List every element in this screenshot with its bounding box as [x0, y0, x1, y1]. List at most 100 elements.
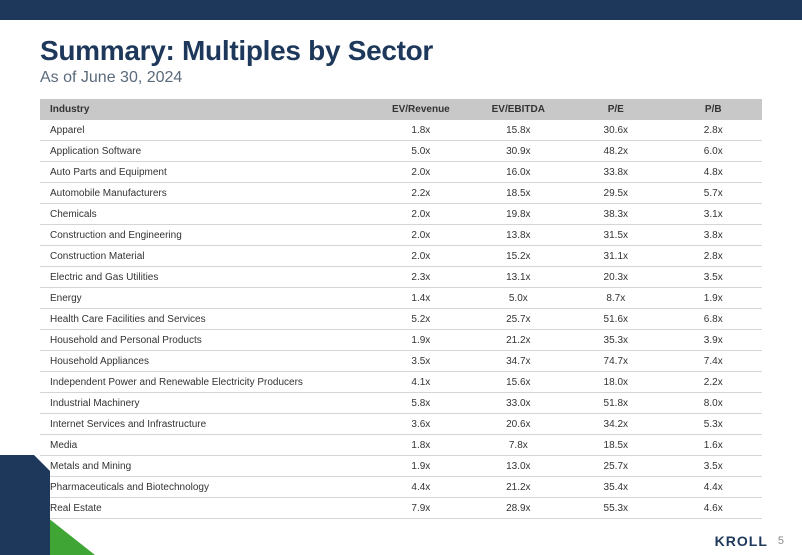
cell-value: 5.0x: [372, 141, 469, 162]
cell-value: 3.5x: [372, 351, 469, 372]
cell-value: 5.8x: [372, 393, 469, 414]
table-row: Energy1.4x5.0x8.7x1.9x: [40, 288, 762, 309]
cell-value: 25.7x: [567, 456, 664, 477]
cell-value: 18.0x: [567, 372, 664, 393]
cell-value: 13.8x: [470, 225, 567, 246]
table-row: Chemicals2.0x19.8x38.3x3.1x: [40, 204, 762, 225]
table-row: Apparel1.8x15.8x30.6x2.8x: [40, 120, 762, 141]
cell-industry: Apparel: [40, 120, 372, 141]
cell-value: 13.0x: [470, 456, 567, 477]
cell-value: 18.5x: [470, 183, 567, 204]
col-pb: P/B: [665, 99, 762, 120]
col-industry: Industry: [40, 99, 372, 120]
col-pe: P/E: [567, 99, 664, 120]
cell-industry: Household Appliances: [40, 351, 372, 372]
cell-industry: Metals and Mining: [40, 456, 372, 477]
cell-value: 2.0x: [372, 162, 469, 183]
table-row: Construction Material2.0x15.2x31.1x2.8x: [40, 246, 762, 267]
cell-value: 30.6x: [567, 120, 664, 141]
cell-value: 51.6x: [567, 309, 664, 330]
cell-value: 4.8x: [665, 162, 762, 183]
cell-value: 29.5x: [567, 183, 664, 204]
table-row: Internet Services and Infrastructure3.6x…: [40, 414, 762, 435]
cell-value: 19.8x: [470, 204, 567, 225]
cell-industry: Media: [40, 435, 372, 456]
cell-value: 51.8x: [567, 393, 664, 414]
cell-value: 16.0x: [470, 162, 567, 183]
cell-value: 2.0x: [372, 225, 469, 246]
col-ev-revenue: EV/Revenue: [372, 99, 469, 120]
table-row: Household and Personal Products1.9x21.2x…: [40, 330, 762, 351]
cell-industry: Internet Services and Infrastructure: [40, 414, 372, 435]
table-row: Industrial Machinery5.8x33.0x51.8x8.0x: [40, 393, 762, 414]
table-row: Pharmaceuticals and Biotechnology4.4x21.…: [40, 477, 762, 498]
cell-value: 4.6x: [665, 498, 762, 519]
cell-value: 1.6x: [665, 435, 762, 456]
cell-value: 25.7x: [470, 309, 567, 330]
cell-value: 2.3x: [372, 267, 469, 288]
corner-accent-navy: [0, 455, 50, 555]
cell-value: 1.9x: [372, 330, 469, 351]
table-row: Real Estate7.9x28.9x55.3x4.6x: [40, 498, 762, 519]
cell-value: 30.9x: [470, 141, 567, 162]
cell-value: 8.0x: [665, 393, 762, 414]
cell-industry: Application Software: [40, 141, 372, 162]
table-body: Apparel1.8x15.8x30.6x2.8xApplication Sof…: [40, 120, 762, 519]
cell-value: 74.7x: [567, 351, 664, 372]
corner-accent-navy-wrap: [0, 455, 50, 555]
cell-industry: Auto Parts and Equipment: [40, 162, 372, 183]
cell-value: 1.9x: [665, 288, 762, 309]
cell-value: 3.5x: [665, 267, 762, 288]
table-row: Automobile Manufacturers2.2x18.5x29.5x5.…: [40, 183, 762, 204]
cell-value: 5.2x: [372, 309, 469, 330]
cell-value: 15.8x: [470, 120, 567, 141]
cell-value: 21.2x: [470, 330, 567, 351]
table-row: Electric and Gas Utilities2.3x13.1x20.3x…: [40, 267, 762, 288]
cell-value: 1.8x: [372, 120, 469, 141]
cell-industry: Energy: [40, 288, 372, 309]
cell-value: 2.0x: [372, 246, 469, 267]
cell-industry: Automobile Manufacturers: [40, 183, 372, 204]
cell-value: 48.2x: [567, 141, 664, 162]
col-ev-ebitda: EV/EBITDA: [470, 99, 567, 120]
page-subtitle: As of June 30, 2024: [40, 69, 762, 87]
cell-value: 7.9x: [372, 498, 469, 519]
cell-value: 3.9x: [665, 330, 762, 351]
cell-value: 3.8x: [665, 225, 762, 246]
cell-value: 1.4x: [372, 288, 469, 309]
cell-value: 15.6x: [470, 372, 567, 393]
slide-top-bar: [0, 0, 802, 20]
cell-value: 15.2x: [470, 246, 567, 267]
page-title: Summary: Multiples by Sector: [40, 35, 762, 67]
cell-value: 5.7x: [665, 183, 762, 204]
cell-value: 38.3x: [567, 204, 664, 225]
cell-value: 35.3x: [567, 330, 664, 351]
page-number: 5: [778, 535, 784, 547]
cell-value: 5.0x: [470, 288, 567, 309]
cell-industry: Independent Power and Renewable Electric…: [40, 372, 372, 393]
cell-value: 5.3x: [665, 414, 762, 435]
table-row: Auto Parts and Equipment2.0x16.0x33.8x4.…: [40, 162, 762, 183]
cell-value: 35.4x: [567, 477, 664, 498]
cell-industry: Construction Material: [40, 246, 372, 267]
cell-value: 1.9x: [372, 456, 469, 477]
cell-industry: Health Care Facilities and Services: [40, 309, 372, 330]
cell-value: 20.3x: [567, 267, 664, 288]
table-header-row: Industry EV/Revenue EV/EBITDA P/E P/B: [40, 99, 762, 120]
cell-value: 2.0x: [372, 204, 469, 225]
cell-value: 7.4x: [665, 351, 762, 372]
table-row: Household Appliances3.5x34.7x74.7x7.4x: [40, 351, 762, 372]
table-row: Application Software5.0x30.9x48.2x6.0x: [40, 141, 762, 162]
table-row: Metals and Mining1.9x13.0x25.7x3.5x: [40, 456, 762, 477]
cell-value: 6.0x: [665, 141, 762, 162]
cell-value: 7.8x: [470, 435, 567, 456]
cell-value: 34.2x: [567, 414, 664, 435]
cell-value: 2.2x: [665, 372, 762, 393]
cell-value: 6.8x: [665, 309, 762, 330]
multiples-table: Industry EV/Revenue EV/EBITDA P/E P/B Ap…: [40, 99, 762, 519]
cell-value: 2.8x: [665, 120, 762, 141]
cell-industry: Construction and Engineering: [40, 225, 372, 246]
cell-value: 31.1x: [567, 246, 664, 267]
cell-value: 33.8x: [567, 162, 664, 183]
cell-value: 55.3x: [567, 498, 664, 519]
